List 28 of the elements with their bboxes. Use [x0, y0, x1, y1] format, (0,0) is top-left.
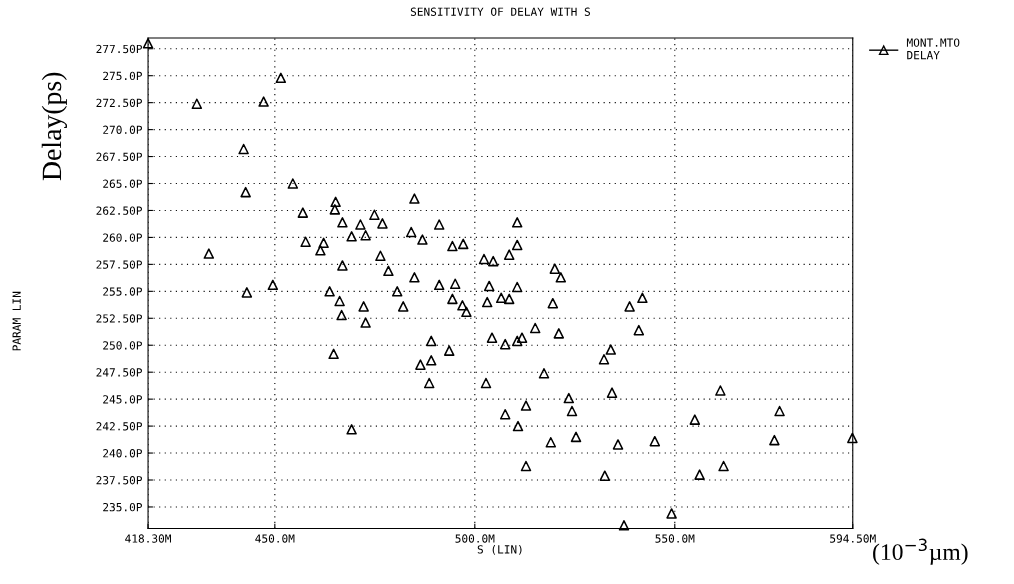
y-tick-label: 245.0P: [103, 395, 142, 404]
x-axis-title: S (LIN): [477, 544, 522, 555]
text: PARAM LIN: [12, 291, 21, 351]
y-axis-title: Delay(ps): [41, 72, 67, 181]
x-tick-label: 594.50M: [830, 534, 876, 543]
x-tick-label: 550.0M: [655, 534, 695, 543]
y-tick-label: 237.50P: [96, 476, 142, 485]
x-tick-label: 450.0M: [255, 534, 295, 543]
y-tick-label: 262.50P: [96, 206, 142, 215]
y-tick-label: 275.0P: [103, 71, 142, 81]
y-tick-label: 247.50P: [96, 368, 142, 377]
x-tick-label: 418.30M: [125, 534, 171, 543]
y-tick-label: 235.0P: [103, 502, 142, 512]
legend-label: MONT.MTO DELAY: [906, 38, 960, 60]
y-tick-label: 250.0P: [103, 341, 142, 350]
y-tick-label: 277.50P: [96, 44, 142, 54]
y-tick-label: 252.50P: [96, 314, 142, 323]
y-tick-label: 240.0P: [103, 449, 142, 458]
y-tick-label: 270.0P: [103, 125, 142, 135]
y-tick-label: 272.50P: [96, 98, 142, 108]
y-tick-label: 242.50P: [96, 422, 142, 431]
y-tick-label: 267.50P: [96, 152, 142, 161]
chart-title: SENSITIVITY OF DELAY WITH S: [410, 7, 590, 16]
y-tick-label: 265.0P: [103, 179, 142, 188]
x-tick-label: 500.0M: [455, 534, 495, 543]
y-tick-label: 257.50P: [96, 260, 142, 269]
y-tick-label: 255.0P: [103, 287, 142, 296]
y-tick-label: 260.0P: [103, 233, 142, 242]
